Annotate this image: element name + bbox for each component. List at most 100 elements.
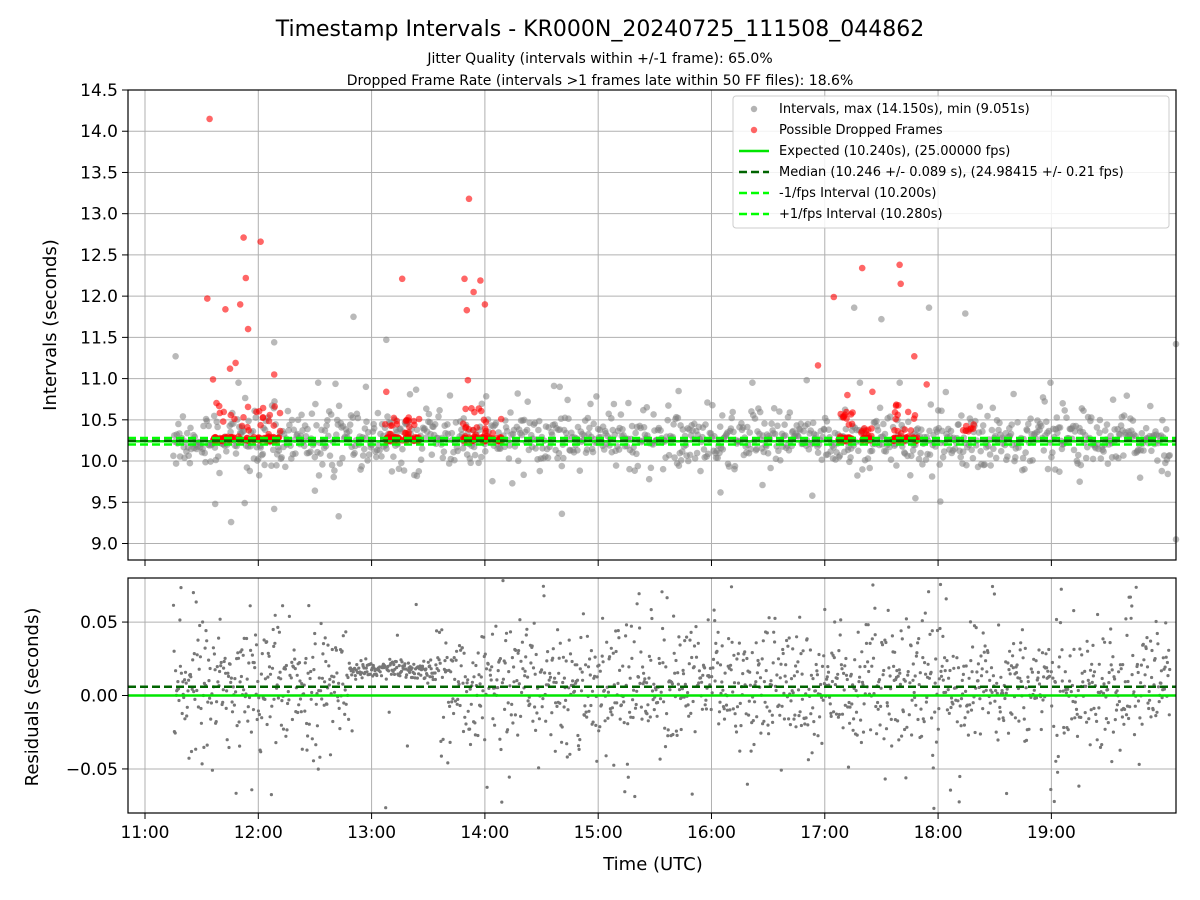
residual-point xyxy=(1089,708,1093,712)
residual-point xyxy=(337,706,341,711)
residual-point xyxy=(822,654,826,658)
interval-point xyxy=(317,450,324,457)
residual-point xyxy=(355,663,359,667)
residual-point xyxy=(992,592,997,596)
interval-point xyxy=(615,446,623,453)
residual-point xyxy=(955,656,959,660)
residuals-x-ticks: 11:00 12:00 13:00 14:00 15:00 16:00 17:00 18:00… xyxy=(120,813,1076,843)
interval-point xyxy=(1148,447,1155,455)
residual-point xyxy=(303,661,307,665)
interval-point xyxy=(346,421,354,429)
residual-point xyxy=(287,698,291,702)
residual-point xyxy=(332,690,337,694)
legend-marker-dropped xyxy=(750,126,758,134)
interval-point xyxy=(677,457,685,464)
dropped-frame-point xyxy=(471,408,478,416)
interval-point xyxy=(922,456,930,464)
residual-point xyxy=(1055,733,1059,738)
interval-point xyxy=(273,462,280,469)
residual-point xyxy=(915,651,919,655)
interval-point xyxy=(969,454,977,462)
interval-point xyxy=(509,480,516,487)
interval-point xyxy=(478,400,486,408)
residual-point xyxy=(967,676,971,680)
residual-point xyxy=(736,652,740,656)
residual-point xyxy=(490,665,494,669)
residual-point xyxy=(833,683,838,687)
residual-point xyxy=(858,665,862,669)
residual-point xyxy=(601,660,605,664)
dropped-frame-point xyxy=(213,399,220,407)
dropped-frame-point xyxy=(967,425,974,433)
residual-point xyxy=(710,691,714,695)
dropped-frame-point xyxy=(959,427,967,434)
interval-point xyxy=(1082,454,1090,462)
residual-point xyxy=(696,641,700,645)
residual-point xyxy=(654,688,658,692)
residual-point xyxy=(511,665,516,669)
residual-point xyxy=(1118,748,1122,752)
residual-point xyxy=(921,717,925,721)
residual-point xyxy=(738,749,742,753)
interval-point xyxy=(383,336,390,344)
legend-label-minus: -1/fps Interval (10.200s) xyxy=(779,186,936,201)
residual-point xyxy=(938,626,942,631)
residual-point xyxy=(922,720,926,724)
residual-point xyxy=(870,664,874,668)
residual-point xyxy=(924,672,928,676)
interval-point xyxy=(996,419,1003,427)
residual-point xyxy=(1075,734,1080,739)
residual-point xyxy=(498,737,502,741)
residual-point xyxy=(949,705,953,710)
residual-point xyxy=(767,732,771,736)
dropped-frame-point xyxy=(232,359,239,367)
residual-point xyxy=(779,662,783,666)
residual-point xyxy=(890,634,895,638)
interval-point xyxy=(747,445,755,453)
residuals-points xyxy=(171,579,1172,811)
residual-point xyxy=(571,679,575,683)
interval-point xyxy=(558,510,566,518)
residual-point xyxy=(619,703,624,707)
residual-point xyxy=(394,660,398,664)
residual-point xyxy=(734,724,738,728)
residual-point xyxy=(994,730,998,734)
interval-point xyxy=(809,419,817,427)
residual-point xyxy=(867,669,871,674)
residual-point xyxy=(503,661,507,665)
residual-point xyxy=(770,713,774,717)
interval-point xyxy=(587,400,594,408)
residual-point xyxy=(579,689,584,693)
interval-point xyxy=(936,461,943,468)
residual-point xyxy=(913,674,917,678)
residual-point xyxy=(745,656,749,661)
residual-point xyxy=(287,614,291,619)
residual-point xyxy=(931,753,935,758)
dropped-frame-point xyxy=(970,421,977,428)
residual-point xyxy=(898,682,903,687)
residual-point xyxy=(905,725,909,729)
residual-point xyxy=(711,666,715,670)
residual-point xyxy=(461,681,465,685)
interval-point xyxy=(882,448,890,455)
residual-point xyxy=(690,792,694,796)
interval-point xyxy=(467,459,475,467)
residual-point xyxy=(842,671,846,676)
interval-point xyxy=(671,454,678,461)
residual-point xyxy=(439,739,443,744)
residual-point xyxy=(734,730,739,734)
residual-point xyxy=(597,663,601,667)
interval-point xyxy=(625,399,632,407)
residual-point xyxy=(1077,784,1081,788)
residual-point xyxy=(1139,681,1143,685)
interval-point xyxy=(448,429,456,437)
interval-point xyxy=(326,452,334,460)
residual-point xyxy=(694,655,699,659)
interval-point xyxy=(232,450,240,457)
residual-point xyxy=(932,806,936,811)
residual-point xyxy=(795,635,799,639)
residual-point xyxy=(810,751,814,755)
residual-point xyxy=(1148,698,1152,702)
residual-point xyxy=(952,666,956,670)
